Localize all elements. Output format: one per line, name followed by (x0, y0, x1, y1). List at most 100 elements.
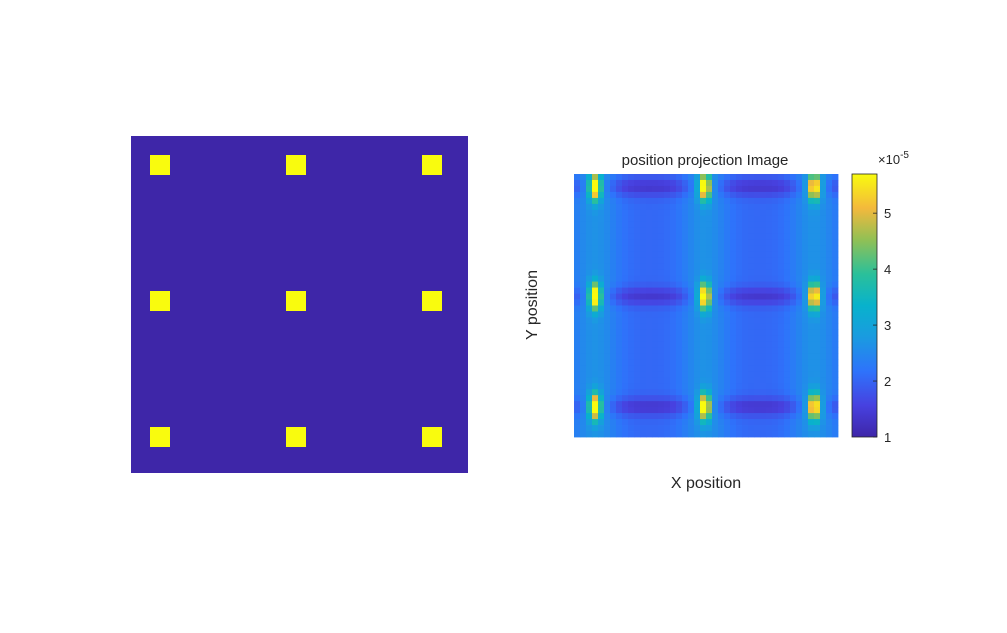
heatmap-cell (736, 311, 743, 318)
heatmap-cell (784, 317, 791, 324)
heatmap-cell (724, 305, 731, 312)
heatmap-cell (718, 389, 725, 396)
heatmap-cell (670, 227, 677, 235)
heatmap-cell (724, 407, 731, 414)
heatmap-cell (586, 174, 593, 181)
heatmap-cell (808, 311, 815, 318)
heatmap-cell (796, 395, 803, 402)
heatmap-cell (760, 293, 767, 300)
heatmap-cell (628, 383, 635, 390)
heatmap-cell (676, 383, 683, 390)
heatmap-cell (826, 191, 833, 199)
heatmap-cell (826, 287, 833, 294)
heatmap-cell (646, 377, 653, 384)
heatmap-cell (718, 431, 725, 438)
heatmap-cell (826, 209, 833, 217)
heatmap-cell (676, 401, 683, 408)
heatmap-cell (766, 263, 773, 271)
heatmap-cell (748, 413, 755, 420)
heatmap-cell (736, 377, 743, 384)
heatmap-cell (658, 174, 665, 181)
heatmap-cell (682, 281, 689, 288)
heatmap-cell (820, 257, 827, 265)
heatmap-cell (808, 347, 815, 354)
heatmap-cell (802, 311, 809, 318)
heatmap-cell (730, 359, 737, 366)
heatmap-cell (826, 293, 833, 300)
heatmap-cell (670, 245, 677, 253)
heatmap-cell (628, 341, 635, 348)
heatmap-cell (784, 347, 791, 354)
heatmap-cell (742, 353, 749, 360)
heatmap-cell (676, 275, 683, 282)
heatmap-cell (640, 413, 647, 420)
heatmap-cell (724, 191, 731, 199)
heatmap-cell (724, 425, 731, 432)
heatmap-cell (766, 179, 773, 187)
heatmap-cell (586, 263, 593, 271)
heatmap-cell (754, 371, 761, 378)
heatmap-cell (586, 191, 593, 199)
heatmap-cell (748, 425, 755, 432)
heatmap-cell (580, 401, 587, 408)
heatmap-cell (628, 377, 635, 384)
heatmap-cell (598, 431, 605, 438)
heatmap-cell (778, 305, 785, 312)
heatmap-cell (760, 203, 767, 211)
heatmap-cell (616, 425, 623, 432)
heatmap-cell (712, 335, 719, 342)
heatmap-cell (670, 329, 677, 336)
heatmap-cell (826, 245, 833, 253)
heatmap-cell (610, 419, 617, 426)
heatmap-cell (772, 275, 779, 282)
heatmap-cell (652, 299, 659, 306)
heatmap-cell (586, 311, 593, 318)
heatmap-cell (814, 347, 821, 354)
heatmap-cell (598, 371, 605, 378)
heatmap-cell (706, 245, 713, 253)
heatmap-cell (604, 425, 611, 432)
heatmap-cell (790, 323, 797, 330)
heatmap-cell (772, 389, 779, 396)
heatmap-cell (712, 287, 719, 294)
heatmap-cell (754, 227, 761, 235)
heatmap-cell (778, 179, 785, 187)
heatmap-cell (694, 407, 701, 414)
heatmap-cell (664, 329, 671, 336)
heatmap-cell (832, 431, 839, 438)
heatmap-cell (778, 359, 785, 366)
heatmap-cell (694, 413, 701, 420)
heatmap-cell (646, 341, 653, 348)
heatmap-cell (670, 269, 677, 277)
heatmap-cell (622, 383, 629, 390)
heatmap-cell (760, 174, 767, 181)
heatmap-cell (616, 209, 623, 217)
heatmap-cell (754, 317, 761, 324)
heatmap-cell (706, 257, 713, 265)
heatmap-cell (796, 281, 803, 288)
heatmap-cell (742, 257, 749, 265)
heatmap-cell (712, 233, 719, 241)
heatmap-cell (694, 263, 701, 271)
heatmap-cell (592, 305, 599, 312)
heatmap-cell (742, 383, 749, 390)
heatmap-cell (646, 174, 653, 181)
heatmap-cell (784, 203, 791, 211)
heatmap-cell (580, 305, 587, 312)
heatmap-cell (826, 359, 833, 366)
heatmap-cell (652, 377, 659, 384)
heatmap-cell (586, 209, 593, 217)
heatmap-cell (652, 419, 659, 426)
heatmap-cell (598, 323, 605, 330)
heatmap-cell (574, 293, 581, 300)
heatmap-cell (652, 185, 659, 193)
heatmap-cell (652, 353, 659, 360)
heatmap-cell (742, 299, 749, 306)
heatmap-cell (580, 431, 587, 438)
heatmap-cell (670, 383, 677, 390)
heatmap-cell (670, 209, 677, 217)
heatmap-cell (670, 239, 677, 247)
heatmap-cell (652, 311, 659, 318)
heatmap-cell (694, 203, 701, 211)
heatmap-cell (790, 377, 797, 384)
